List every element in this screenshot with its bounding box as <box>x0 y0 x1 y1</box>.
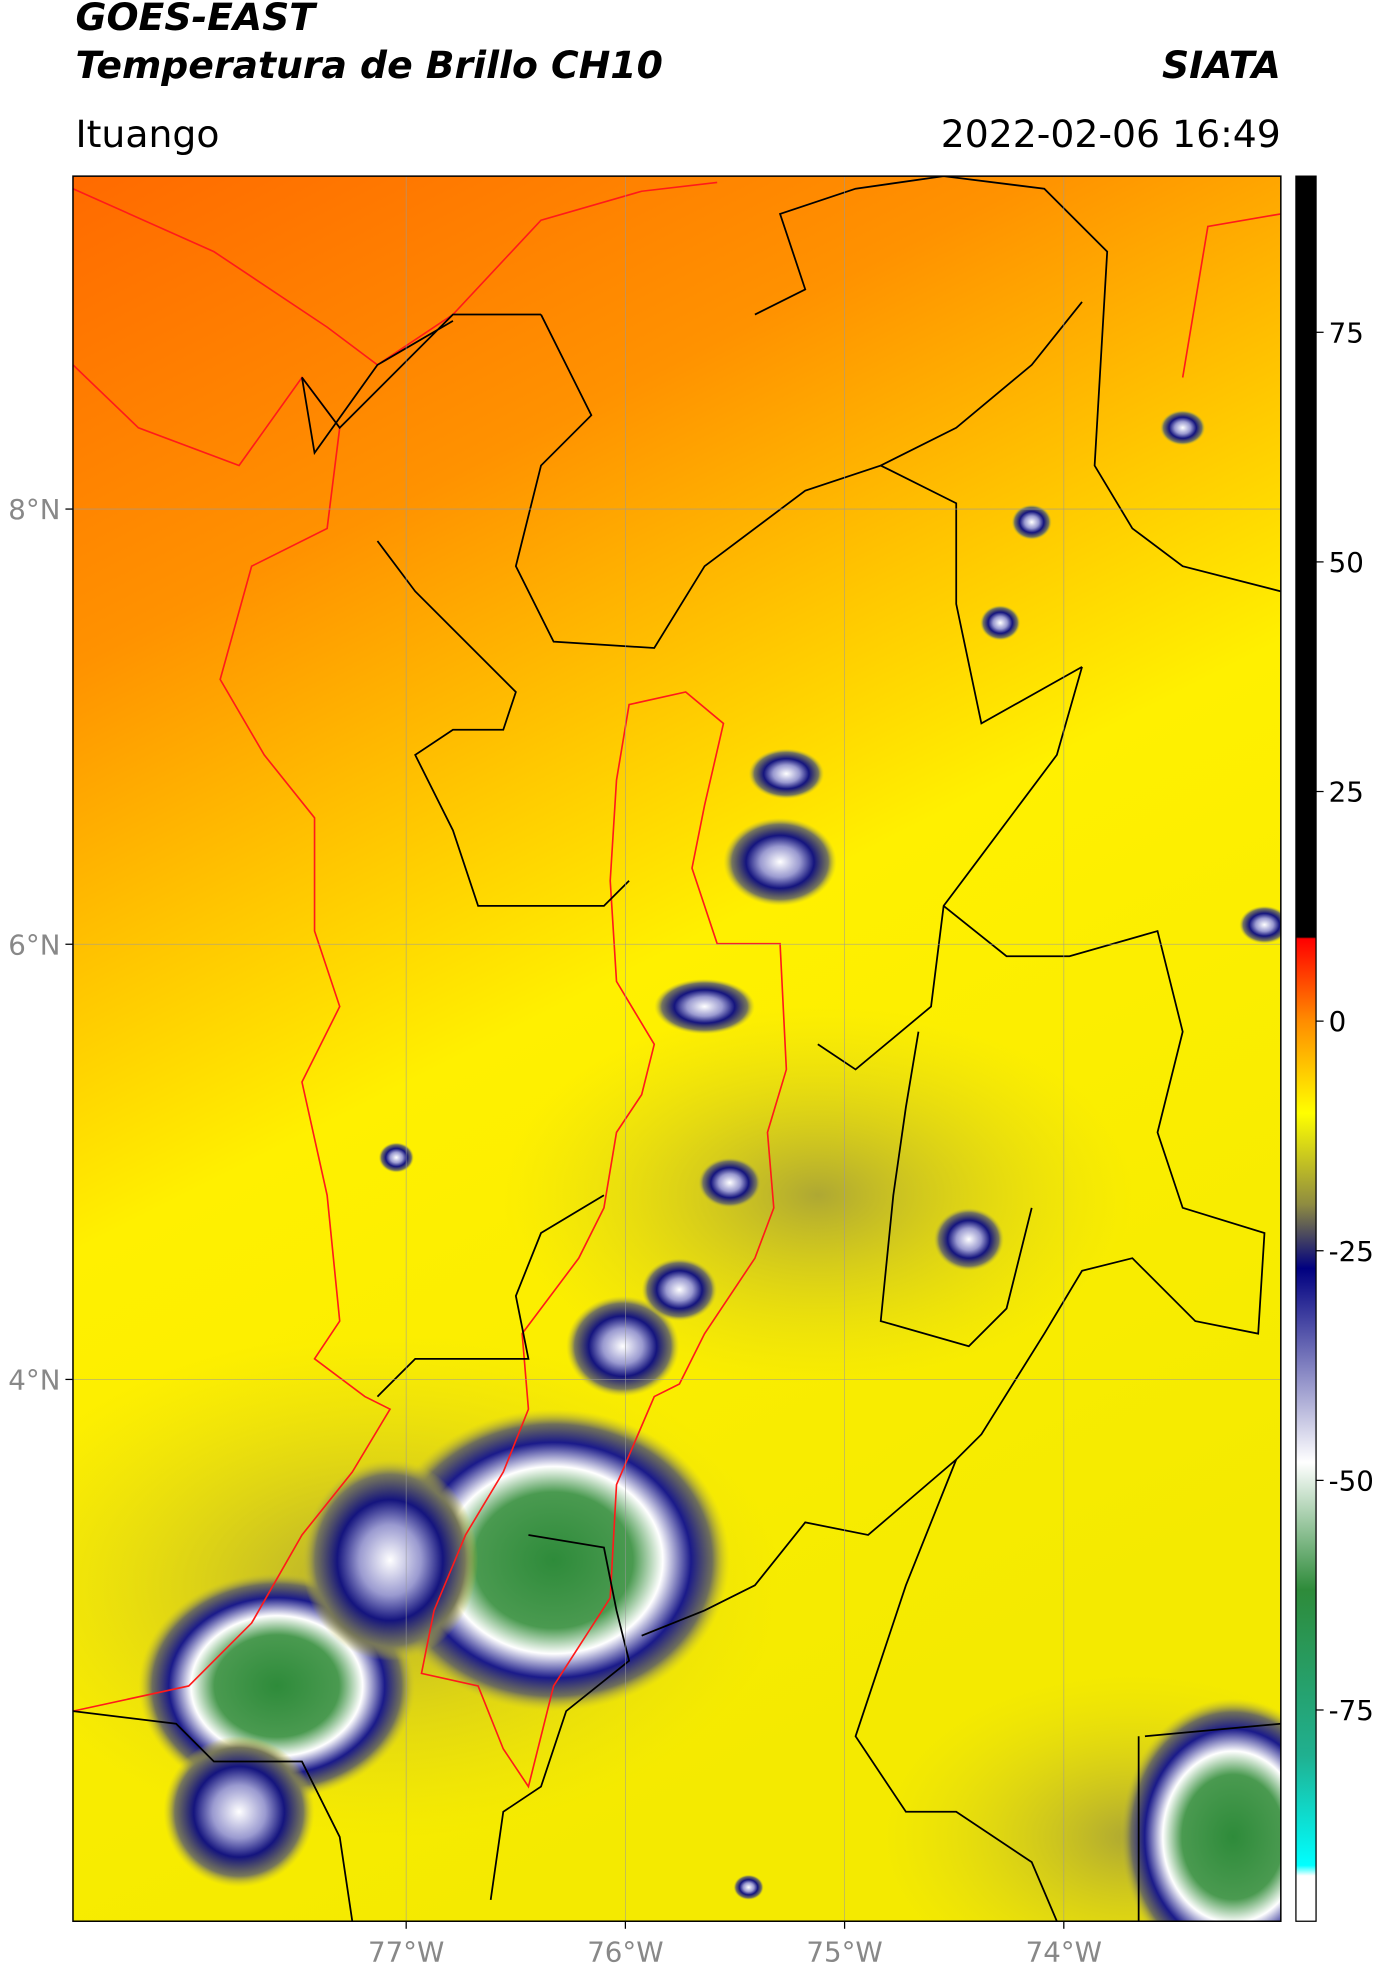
y-tick-label: 4°N <box>8 1363 60 1396</box>
boundary <box>754 176 1281 593</box>
map-frame <box>72 175 1282 1922</box>
cell <box>1239 905 1281 944</box>
cell <box>733 1874 764 1900</box>
boundary <box>1144 1722 1281 1738</box>
colorbar-tick-label: 25 <box>1329 776 1364 809</box>
storm <box>163 1736 315 1888</box>
y-tick-label: 8°N <box>8 493 60 526</box>
boundary <box>879 1031 1033 1348</box>
cell <box>641 1258 718 1322</box>
boundary <box>514 314 1083 725</box>
boundary <box>376 540 630 907</box>
colorbar-tick-label: -25 <box>1329 1235 1374 1268</box>
coastline <box>72 181 718 366</box>
boundary <box>72 1710 354 1922</box>
cell <box>1160 410 1206 446</box>
storm <box>301 1459 479 1661</box>
x-tick-label: 74°W <box>1026 1935 1102 1968</box>
x-tick-label: 75°W <box>806 1935 882 1968</box>
boundary <box>854 1459 1058 1922</box>
y-tick-label: 6°N <box>8 928 60 961</box>
subtitle: Temperatura de Brillo CH10 <box>75 43 662 87</box>
datetime: 2022-02-06 16:49 <box>941 112 1281 156</box>
cell <box>933 1207 1005 1271</box>
storm <box>1119 1698 1281 1922</box>
location: Ituango <box>75 112 219 156</box>
cell <box>654 978 755 1035</box>
cell <box>698 1157 762 1208</box>
cell <box>980 605 1021 641</box>
cell <box>1011 504 1052 540</box>
title: GOES-EAST <box>75 0 318 39</box>
cell <box>566 1295 680 1397</box>
colorbar-tick-label: -50 <box>1329 1464 1374 1497</box>
source: SIATA <box>1162 43 1281 87</box>
cell <box>748 748 825 799</box>
colorbar-tick-label: 50 <box>1329 546 1364 579</box>
grid <box>72 176 1281 1922</box>
boundary <box>641 905 1266 1637</box>
boundary <box>489 1534 631 1900</box>
boundary <box>880 301 1083 467</box>
cell <box>723 817 837 906</box>
x-tick-label: 76°W <box>587 1935 663 1968</box>
boundary <box>301 313 542 456</box>
map-area <box>72 176 1281 1922</box>
colorbar-tick-label: 75 <box>1329 316 1364 349</box>
cell <box>378 1142 414 1173</box>
x-tick-label: 77°W <box>368 1935 444 1968</box>
basin-outline <box>420 691 788 1789</box>
colorbar-tick-label: 0 <box>1329 1005 1347 1038</box>
boundary <box>376 1194 605 1398</box>
coastline <box>1181 213 1281 378</box>
colorbar <box>1295 175 1317 1922</box>
colorbar-tick-label: -75 <box>1329 1694 1374 1727</box>
